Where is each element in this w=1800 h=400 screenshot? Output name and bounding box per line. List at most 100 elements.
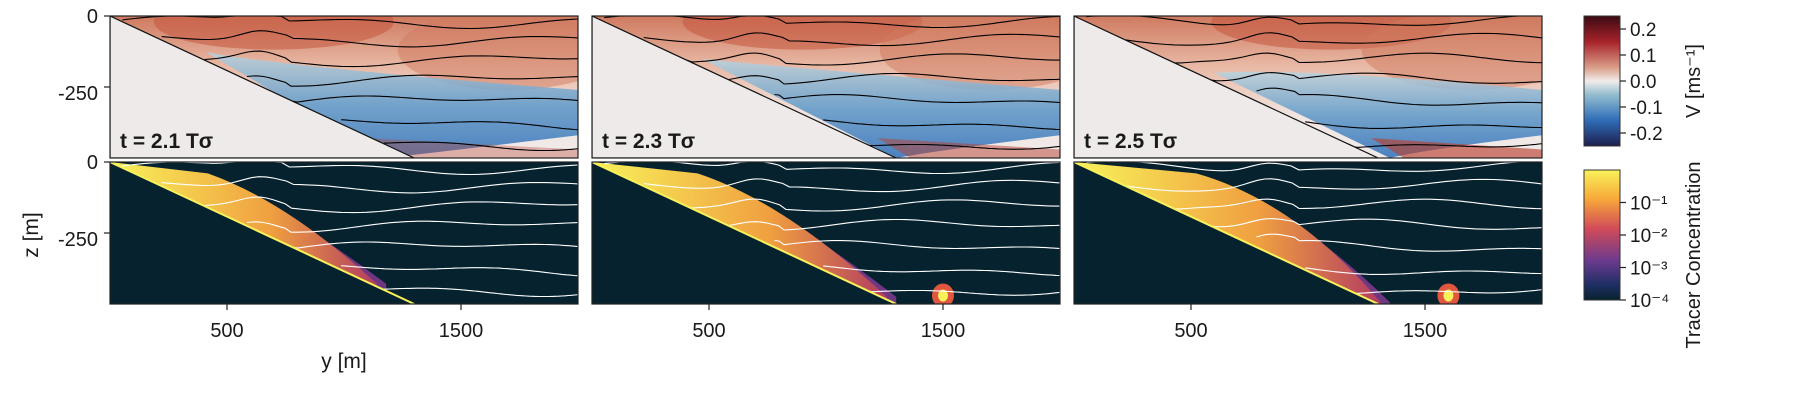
time-label-0: t = 2.1 Tσ	[120, 130, 213, 153]
tracer-isopycnal-contour	[246, 220, 578, 233]
velocity-isopycnal-contour	[865, 143, 1060, 150]
velocity-isopycnal-contour	[686, 52, 1060, 66]
tracer-isopycnal-contour	[1086, 162, 1542, 172]
time-label-2: t = 2.5 Tσ	[1084, 130, 1177, 153]
velocity-panel-frame	[1073, 15, 1543, 159]
tracer-panel-frame	[591, 161, 1061, 305]
velocity-positive-lobe	[682, 16, 923, 50]
tracer-colorbar	[1583, 169, 1621, 301]
tracer-isopycnal-contour	[341, 265, 578, 277]
velocity-isopycnal-contour	[728, 72, 1060, 85]
panel-grid: t = 2.1 Tσ t = 2.3 Tσ t = 2.5 Tσ	[104, 15, 1543, 310]
velocity-isopycnal-contour	[246, 74, 578, 87]
tracer-isopycnal-contour	[292, 241, 578, 249]
colorbar-tick-label: 10⁻³	[1630, 259, 1668, 280]
velocity-isopycnal-contour	[774, 93, 1060, 104]
x-tick-label-500-p2: 500	[1174, 320, 1207, 342]
colorbars: 0.20.10.0-0.1-0.2 V [ms⁻¹] 10⁻¹10⁻²10⁻³1…	[1583, 15, 1705, 349]
bathymetry-slope	[110, 16, 415, 158]
velocity-isopycnal-contour	[1305, 121, 1542, 129]
velocity-positive-lobe-right	[1361, 16, 1542, 91]
tracer-isopycnal-contour	[643, 178, 1060, 193]
tracer-slope-layer	[110, 162, 415, 304]
tracer-isopycnal-contour	[161, 176, 578, 194]
velocity-panel-1	[592, 16, 1060, 158]
tracer-colorbar-label: Tracer Concentration	[1683, 161, 1705, 348]
v-colorbar	[1583, 15, 1621, 147]
tracer-isopycnal-contour	[1210, 218, 1542, 230]
y-tick-label-bottom-250: -250	[58, 229, 98, 251]
x-tick-label-1500-p1: 1500	[921, 320, 966, 342]
tracer-isopycnal-contour	[728, 218, 1060, 231]
tracer-panel-frame	[1073, 161, 1543, 305]
x-tick-label-1500-p0: 1500	[439, 320, 484, 342]
colorbar-tick-label: 0.1	[1630, 46, 1656, 67]
bathymetry-slope	[592, 16, 897, 158]
tracer-detached-blob-core	[1443, 289, 1454, 302]
velocity-panel-frame	[591, 15, 1061, 159]
x-axis: 500 1500 500 1500 500 1500 y [m]	[210, 320, 1447, 373]
tracer-panel-0	[110, 162, 578, 304]
x-tick-label-500-p0: 500	[210, 320, 243, 342]
tracer-isopycnal-contour	[1168, 198, 1542, 210]
tracer-isopycnal-contour	[865, 289, 1060, 296]
velocity-panel-2	[1074, 16, 1542, 158]
tracer-colorbar-ticks: 10⁻¹ 10⁻² 10⁻³ 10⁻⁴	[1620, 194, 1669, 312]
tracer-isopycnal-contour	[823, 265, 1060, 277]
velocity-panel-0	[110, 16, 578, 158]
tracer-isopycnal-contour	[1305, 267, 1542, 275]
v-colorbar-label: V [ms⁻¹]	[1683, 44, 1705, 118]
x-tick-label-500-p1: 500	[692, 320, 725, 342]
tracer-slope-layer	[1074, 162, 1379, 304]
velocity-isopycnal-contour	[1086, 16, 1542, 26]
y-tick-label-top-250: -250	[58, 83, 98, 105]
velocity-isopycnal-contour	[1168, 52, 1542, 64]
colorbar-tick-label: 0.0	[1630, 72, 1656, 93]
velocity-isopycnal-contour	[292, 95, 578, 103]
bathymetry-slope	[1074, 16, 1379, 158]
tracer-isopycnal-contour	[383, 287, 578, 298]
velocity-positive-lobe-right	[397, 16, 578, 91]
velocity-bottom-return-flow	[1371, 138, 1542, 158]
velocity-negative-band	[205, 52, 578, 158]
velocity-positive-lobe	[153, 16, 394, 50]
tracer-isopycnal-contour	[1256, 233, 1542, 252]
colorbar-tick-label: 10⁻⁴	[1630, 291, 1669, 312]
v-colorbar-ticks: 0.2 0.1 0.0 -0.1 -0.2	[1620, 20, 1663, 145]
tracer-isopycnal-contour	[774, 239, 1060, 250]
colorbar-tick-label: -0.1	[1630, 98, 1663, 119]
tracer-isopycnal-contour	[204, 196, 578, 214]
tracer-panel-2	[1074, 162, 1542, 304]
time-label-1: t = 2.3 Tσ	[602, 130, 695, 153]
colorbar-tick-label: 10⁻²	[1630, 226, 1668, 247]
colorbar-tick-label: 10⁻¹	[1630, 194, 1668, 215]
tracer-isopycnal-contour	[1347, 289, 1542, 294]
velocity-bottom-return-flow	[367, 138, 578, 158]
velocity-isopycnal-contour	[1125, 32, 1542, 46]
tracer-isopycnal-contour	[604, 162, 1060, 175]
tracer-detached-blob-core	[938, 289, 948, 302]
velocity-isopycnal-contour	[383, 141, 578, 152]
tracer-isopycnal-contour	[686, 198, 1060, 212]
velocity-bottom-return-flow	[877, 138, 1060, 158]
x-tick-label-1500-p2: 1500	[1403, 320, 1448, 342]
velocity-negative-band	[1214, 71, 1542, 158]
tracer-panel-1	[592, 162, 1060, 304]
velocity-isopycnal-contour	[1256, 87, 1542, 106]
velocity-isopycnal-contour	[823, 119, 1060, 131]
velocity-isopycnal-contour	[1210, 72, 1542, 84]
y-tick-label-top-0: 0	[87, 6, 98, 28]
colorbar-tick-label: -0.2	[1630, 124, 1663, 145]
y-axis: 0 -250 0 -250 z [m]	[20, 6, 98, 258]
velocity-isopycnal-contour	[1347, 143, 1542, 148]
y-tick-label-bottom-0: 0	[87, 152, 98, 174]
velocity-isopycnal-contour	[122, 16, 578, 30]
tracer-isopycnal-contour	[1125, 178, 1542, 192]
velocity-isopycnal-contour	[341, 119, 578, 131]
tracer-isopycnal-contour	[122, 162, 578, 176]
colorbar-tick-label: 0.2	[1630, 20, 1656, 41]
y-axis-label: z [m]	[20, 212, 43, 258]
x-axis-label: y [m]	[321, 350, 367, 373]
velocity-isopycnal-contour	[643, 32, 1060, 47]
